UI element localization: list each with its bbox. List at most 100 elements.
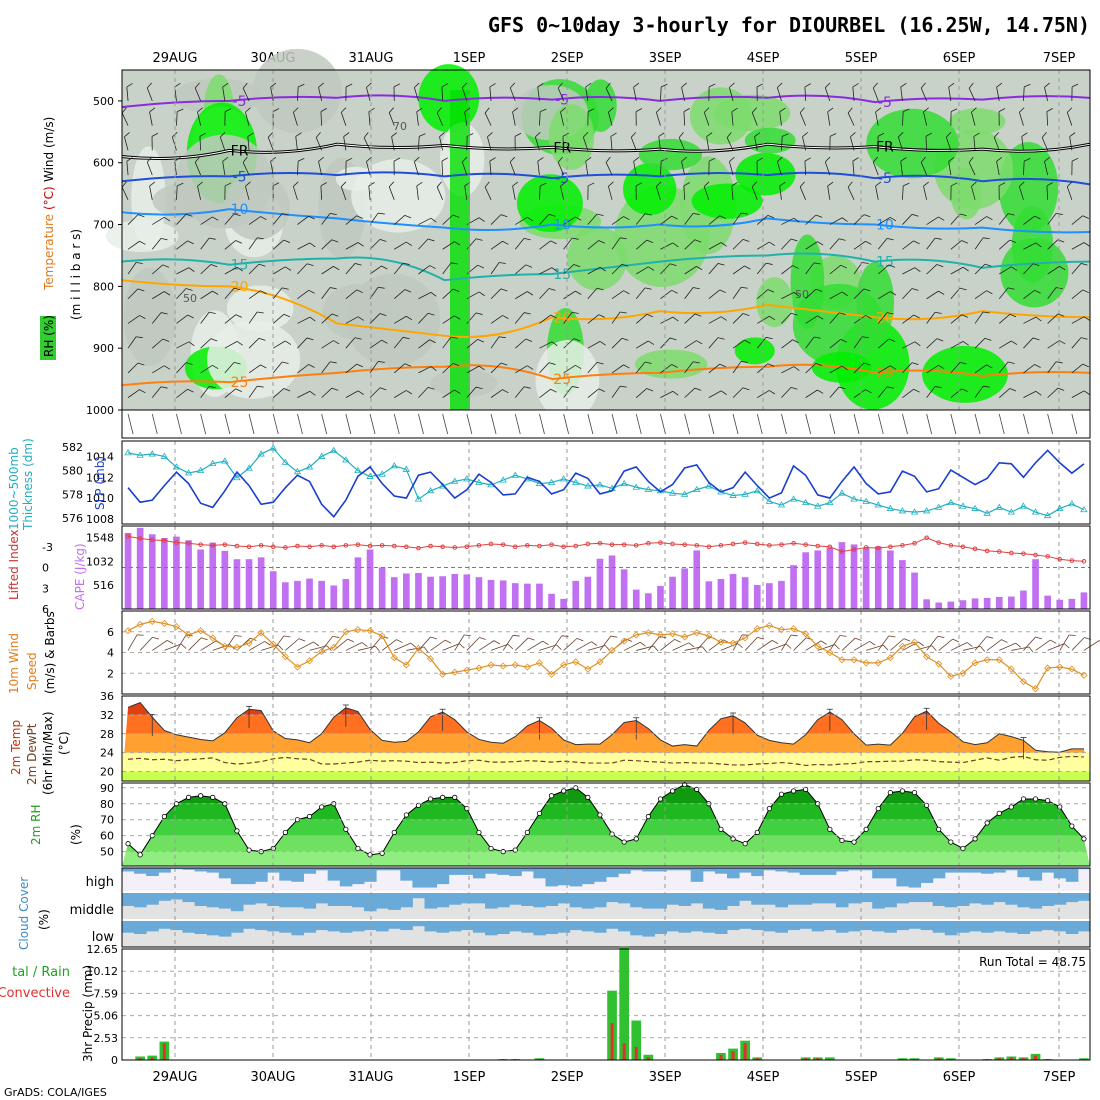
wind-barb-feather bbox=[741, 286, 748, 289]
cloud-cover-cell bbox=[678, 893, 692, 906]
rh2m-point bbox=[125, 841, 131, 847]
cape-bar bbox=[415, 573, 422, 609]
wind-barb-feather bbox=[331, 313, 339, 317]
wind-barb bbox=[512, 181, 519, 200]
wind-barb bbox=[974, 216, 993, 225]
wind-barb-shaft bbox=[461, 87, 468, 102]
slp-tick-label: 1010 bbox=[86, 492, 114, 505]
wind-barb-shaft bbox=[248, 237, 258, 250]
wind-barb bbox=[557, 156, 565, 176]
wind-barb bbox=[974, 263, 992, 275]
cape-bar bbox=[294, 580, 301, 609]
wind-barb bbox=[151, 238, 168, 250]
wind-barb bbox=[345, 337, 362, 349]
wind-barb-feather bbox=[164, 216, 171, 222]
wind-barb-feather bbox=[847, 181, 853, 188]
wind-barb-shaft bbox=[925, 136, 928, 151]
cloud-cover-cell bbox=[206, 921, 220, 936]
wind-barb-shaft bbox=[611, 311, 621, 324]
wind-barb-feather bbox=[258, 337, 266, 341]
wind10m-barb bbox=[999, 642, 1022, 651]
wind10m-barb-shaft bbox=[430, 639, 446, 651]
lifted-index-point bbox=[283, 545, 288, 550]
wind-barb-feather bbox=[633, 82, 640, 88]
wind-barb-feather bbox=[512, 181, 519, 187]
precip-convective-bar bbox=[634, 1046, 638, 1060]
wind-speed-point bbox=[487, 661, 495, 669]
cloud-cover-cell bbox=[763, 868, 776, 871]
wind-barb bbox=[557, 82, 565, 102]
wind-barb bbox=[1023, 316, 1042, 324]
wind-barb bbox=[151, 132, 159, 151]
wind-barb-shaft bbox=[418, 292, 432, 300]
lifted-index-point bbox=[585, 541, 591, 547]
wind-barb-shaft bbox=[1071, 390, 1085, 398]
wind-barb-shaft bbox=[655, 112, 661, 126]
thickness-point bbox=[390, 462, 398, 469]
wind-barb-shaft bbox=[247, 136, 250, 151]
wind-barb bbox=[490, 240, 509, 250]
wind-barb-shaft bbox=[635, 361, 646, 374]
wind-barb-shaft bbox=[1023, 337, 1034, 349]
wind-barb-shaft bbox=[684, 361, 694, 374]
wind-barb-shaft bbox=[490, 336, 500, 349]
wind-barb bbox=[756, 83, 764, 101]
wind-barb-feather bbox=[187, 240, 194, 245]
wind-barb-feather bbox=[719, 363, 727, 368]
wind-barb-shaft bbox=[968, 88, 976, 102]
wind-barb-feather bbox=[938, 364, 945, 370]
wind-barb bbox=[805, 362, 823, 374]
cloud-cover-cell bbox=[666, 868, 680, 871]
wind-barb bbox=[442, 262, 458, 275]
wind-barb-shaft bbox=[655, 186, 661, 200]
rh2m-point bbox=[972, 836, 978, 842]
wind-barb-feather bbox=[512, 107, 519, 113]
wind-speed-point bbox=[971, 659, 979, 667]
wind-speed-point bbox=[765, 621, 773, 630]
wind-barb-shaft bbox=[393, 215, 406, 225]
rh-band bbox=[122, 835, 1090, 852]
cloud-cover-cell bbox=[158, 893, 171, 901]
wind-barb bbox=[732, 265, 751, 275]
wind-barb-shaft bbox=[321, 213, 331, 225]
wind-barb-feather bbox=[829, 133, 837, 137]
wind10m-barb-feather bbox=[591, 641, 598, 646]
wind10m-barb-feather bbox=[883, 644, 889, 651]
wind-barb-shaft bbox=[799, 186, 807, 200]
wind-barb bbox=[418, 387, 435, 398]
cloud-cover-cell bbox=[351, 921, 365, 932]
rh-band bbox=[122, 784, 1090, 788]
wind-barb bbox=[877, 264, 896, 275]
wind-barb bbox=[224, 182, 232, 200]
wind-barb bbox=[466, 339, 485, 349]
cloud-cover-cell bbox=[1041, 893, 1055, 906]
cloud-cover-cell bbox=[823, 893, 837, 904]
wind-barb-shaft bbox=[754, 136, 758, 151]
wind-barb-feather bbox=[477, 264, 485, 269]
wind-barb-feather bbox=[661, 83, 668, 88]
wind-barb bbox=[974, 311, 990, 324]
wind-speed-point bbox=[439, 670, 447, 678]
rh-band bbox=[122, 787, 1090, 804]
wind-barb-feather bbox=[872, 156, 879, 163]
wind10m-barb-feather bbox=[604, 645, 610, 651]
wind-barb-feather bbox=[948, 157, 955, 162]
thickness-point bbox=[995, 503, 1003, 510]
lifted-index-point bbox=[972, 546, 978, 552]
day-label: 1SEP bbox=[453, 1070, 486, 1085]
wind-barb-feather bbox=[404, 289, 412, 293]
cloud-cover-cell bbox=[654, 921, 667, 934]
wind10m-barb bbox=[684, 646, 707, 653]
cape-bar bbox=[632, 589, 640, 609]
wind-barb bbox=[993, 132, 1000, 151]
wind-barb-shaft bbox=[708, 289, 720, 300]
cloud-cover-cell bbox=[230, 868, 244, 885]
wind10m-barb-shaft bbox=[623, 641, 641, 651]
wind-speed-point bbox=[947, 672, 955, 680]
wind-barb bbox=[489, 83, 496, 101]
wind-barb bbox=[1047, 266, 1066, 275]
cloud-cover-cell bbox=[581, 893, 595, 909]
rh2m-point bbox=[149, 833, 155, 839]
wind-barb-feather bbox=[962, 341, 969, 346]
